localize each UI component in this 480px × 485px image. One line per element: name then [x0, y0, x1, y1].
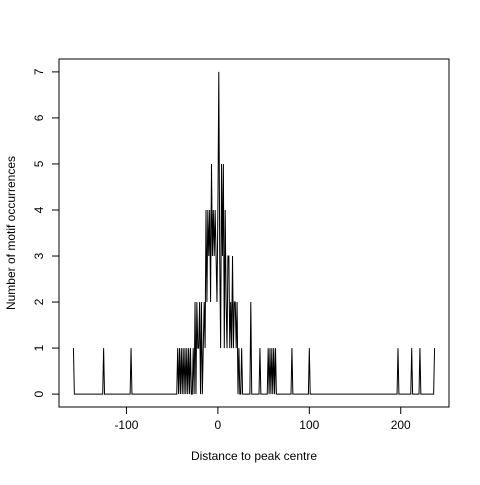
- y-tick-label: 7: [32, 68, 46, 75]
- y-tick-label: 6: [32, 114, 46, 121]
- data-line: [72, 71, 436, 395]
- y-tick-label: 2: [32, 298, 46, 305]
- x-axis-label: Distance to peak centre: [191, 449, 317, 463]
- y-tick-label: 5: [32, 160, 46, 167]
- x-tick-label: 200: [391, 418, 411, 432]
- y-tick-label: 4: [32, 206, 46, 213]
- x-tick-label: 0: [215, 418, 222, 432]
- y-tick-label: 0: [32, 390, 46, 397]
- x-tick-label: -100: [114, 418, 138, 432]
- x-tick-label: 100: [299, 418, 319, 432]
- y-axis-label: Number of motif occurrences: [4, 156, 18, 310]
- plot-frame: [58, 58, 450, 408]
- y-tick-label: 1: [32, 344, 46, 351]
- y-tick-label: 3: [32, 252, 46, 259]
